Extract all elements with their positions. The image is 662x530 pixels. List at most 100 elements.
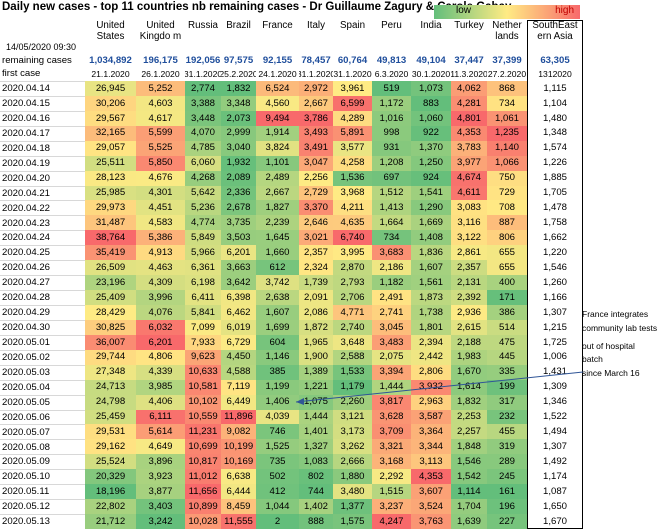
table-cell: 1,140 — [487, 140, 527, 156]
table-cell: 6,361 — [185, 260, 221, 276]
table-cell: 3,786 — [299, 110, 333, 126]
table-cell: 1,704 — [451, 499, 487, 515]
table-cell: 2,666 — [333, 454, 372, 470]
table-cell: 2,188 — [451, 334, 487, 350]
date-label: 2020.05.13 — [0, 514, 85, 529]
table-cell: 2,089 — [221, 170, 256, 186]
table-cell: 883 — [411, 95, 451, 111]
date-label: 2020.04.21 — [0, 185, 85, 201]
table-cell: 227 — [487, 514, 527, 529]
date-label: 2020.04.19 — [0, 155, 85, 171]
table-cell: 1,525 — [256, 439, 299, 455]
table-cell: 1,172 — [372, 95, 411, 111]
table-cell: 475 — [487, 334, 527, 350]
table-cell: 4,785 — [185, 140, 221, 156]
table-cell: 1,346 — [527, 394, 583, 410]
table-cell: 11,896 — [221, 409, 256, 425]
column-header: United States — [96, 20, 125, 42]
table-cell: 3,040 — [221, 140, 256, 156]
table-cell: 7,099 — [185, 319, 221, 335]
table-cell: 7,933 — [185, 334, 221, 350]
table-cell: 1,739 — [299, 275, 333, 291]
table-cell: 2,253 — [451, 409, 487, 425]
table-cell: 8,459 — [221, 499, 256, 515]
first-case-value: 11.3.2020 — [451, 68, 487, 79]
table-cell: 36,007 — [85, 334, 136, 350]
remaining-cases-value: 97,575 — [223, 54, 254, 66]
table-cell: 2,963 — [411, 394, 451, 410]
table-cell: 29,531 — [85, 424, 136, 440]
table-cell: 6,060 — [185, 155, 221, 171]
table-cell: 10,699 — [185, 439, 221, 455]
table-cell: 1,983 — [451, 349, 487, 365]
table-cell: 11,231 — [185, 424, 221, 440]
table-cell: 6,398 — [221, 290, 256, 305]
table-cell: 11,656 — [185, 484, 221, 500]
table-cell: 1,290 — [411, 200, 451, 216]
table-cell: 1,699 — [256, 319, 299, 335]
table-cell: 3,985 — [136, 379, 185, 395]
table-cell: 2,774 — [185, 81, 221, 96]
table-cell: 2,239 — [256, 215, 299, 231]
table-cell: 4,774 — [185, 215, 221, 231]
table-cell: 1,146 — [256, 349, 299, 365]
table-cell: 2,489 — [256, 170, 299, 186]
table-cell: 1,738 — [411, 305, 451, 320]
table-cell: 4,353 — [411, 469, 451, 485]
date-label: 2020.05.08 — [0, 439, 85, 454]
table-cell: 931 — [372, 140, 411, 156]
table-cell: 412 — [256, 484, 299, 500]
column-header: Turkey — [454, 20, 484, 31]
table-cell: 4,301 — [136, 185, 185, 201]
table-cell: 3,237 — [372, 499, 411, 515]
table-cell: 1,669 — [411, 215, 451, 231]
table-cell: 3,493 — [299, 125, 333, 141]
table-cell: 6,444 — [221, 484, 256, 500]
table-cell: 22,802 — [85, 499, 136, 515]
table-cell: 2,073 — [221, 110, 256, 126]
table-cell: 6,524 — [256, 81, 299, 96]
table-cell: 3,923 — [136, 469, 185, 485]
table-cell: 10,899 — [185, 499, 221, 515]
table-cell: 1,900 — [299, 349, 333, 365]
table-cell: 4,258 — [333, 155, 372, 171]
table-cell: 1,914 — [256, 125, 299, 141]
table-cell: 10,817 — [185, 454, 221, 470]
table-cell: 3,996 — [136, 290, 185, 305]
legend-high-label: high — [555, 5, 574, 16]
date-label: 2020.05.09 — [0, 454, 85, 469]
table-cell: 2,257 — [451, 424, 487, 440]
table-cell: 3,348 — [221, 95, 256, 111]
table-cell: 655 — [487, 260, 527, 276]
table-cell: 888 — [299, 514, 333, 529]
date-label: 2020.04.15 — [0, 95, 85, 111]
table-cell: 24,798 — [85, 394, 136, 410]
table-cell: 1,494 — [527, 424, 583, 440]
table-cell: 1,832 — [451, 394, 487, 410]
table-cell: 1,444 — [299, 409, 333, 425]
table-cell: 3,173 — [333, 424, 372, 440]
table-cell: 1,115 — [527, 81, 583, 96]
table-cell: 2,667 — [299, 95, 333, 111]
table-cell: 3,242 — [136, 514, 185, 529]
table-cell: 289 — [487, 454, 527, 470]
table-cell: 3,524 — [411, 499, 451, 515]
date-label: 2020.05.01 — [0, 334, 85, 350]
table-cell: 3,709 — [372, 424, 411, 440]
remaining-cases-value: 49,813 — [376, 54, 407, 66]
table-cell: 400 — [487, 275, 527, 291]
table-cell: 924 — [411, 170, 451, 186]
table-cell: 1,932 — [221, 155, 256, 171]
table-cell: 3,896 — [136, 454, 185, 470]
date-label: 2020.05.07 — [0, 424, 85, 439]
table-cell: 514 — [487, 319, 527, 335]
table-cell: 1,114 — [451, 484, 487, 500]
table-cell: 3,483 — [372, 334, 411, 350]
table-cell: 708 — [487, 200, 527, 216]
table-cell: 3,642 — [221, 275, 256, 291]
date-label: 2020.04.17 — [0, 125, 85, 141]
table-cell: 1,541 — [411, 185, 451, 201]
table-cell: 3,321 — [372, 439, 411, 455]
table-cell: 1,880 — [333, 469, 372, 485]
table-cell: 4,611 — [451, 185, 487, 201]
